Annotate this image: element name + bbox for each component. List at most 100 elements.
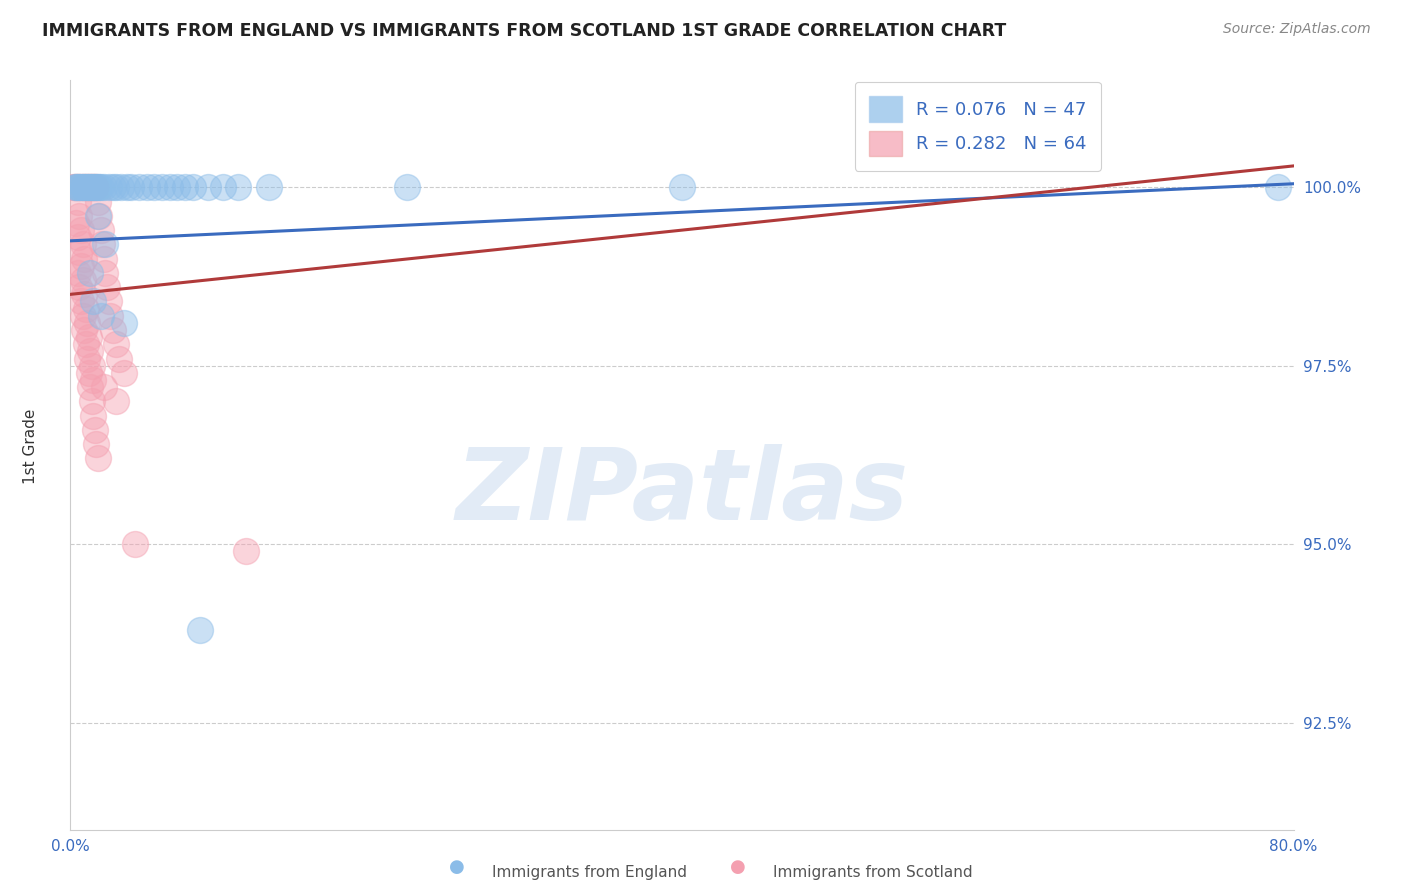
Point [76,316,98,330]
Point [83,180,105,194]
Point [73,180,96,194]
Point [91,237,114,252]
Point [66,180,89,194]
Point [76,351,98,366]
Point [188,623,211,637]
Point [108,351,131,366]
Point [79,266,101,280]
Point [73,252,96,266]
Point [70,180,93,194]
Point [93,380,115,394]
Point [75,180,97,194]
Point [73,323,96,337]
Point [80,359,103,373]
Point [87,451,110,466]
Point [79,380,101,394]
Point [228,180,250,194]
Point [212,180,235,194]
Point [87,209,110,223]
Point [128,180,150,194]
Point [105,180,128,194]
Point [84,437,107,451]
Point [98,309,121,323]
Point [97,180,120,194]
Point [101,180,124,194]
Point [66,266,89,280]
Text: Source: ZipAtlas.com: Source: ZipAtlas.com [1223,22,1371,37]
Point [75,301,97,316]
Point [77,180,100,194]
Point [94,237,117,252]
Point [72,309,94,323]
Point [73,180,96,194]
Point [76,180,98,194]
Point [76,180,98,194]
Point [87,194,110,209]
Point [124,537,146,551]
Point [70,180,93,194]
Point [89,180,111,194]
Point [65,180,87,194]
Point [84,180,107,194]
Point [90,223,112,237]
Point [166,180,188,194]
Point [80,180,103,194]
Point [79,180,101,194]
Point [69,280,91,294]
Point [84,180,107,194]
Text: ZIPatlas: ZIPatlas [456,444,908,541]
Point [69,244,91,259]
Point [101,323,124,337]
Point [150,180,173,194]
Point [97,294,120,309]
Point [1267,180,1289,194]
Point [66,230,89,244]
Point [77,330,100,344]
Point [121,180,143,194]
Point [62,180,84,194]
Point [93,180,115,194]
Point [89,209,111,223]
Point [82,180,104,194]
Point [79,344,101,359]
Point [135,180,157,194]
Legend: R = 0.076   N = 47, R = 0.282   N = 64: R = 0.076 N = 47, R = 0.282 N = 64 [855,82,1101,171]
Text: 1st Grade: 1st Grade [24,409,38,483]
Point [257,180,280,194]
Point [87,180,110,194]
Point [70,223,93,237]
Point [112,366,135,380]
Point [105,337,128,351]
Point [143,180,166,194]
Text: ●: ● [449,858,465,876]
Point [66,180,89,194]
Point [82,294,104,309]
Point [72,180,94,194]
Point [115,180,138,194]
Point [174,180,197,194]
Point [65,180,87,194]
Point [82,180,104,194]
Point [79,180,101,194]
Point [395,180,418,194]
Point [82,409,104,423]
Text: Immigrants from Scotland: Immigrants from Scotland [773,865,973,880]
Point [70,294,93,309]
Point [66,194,89,209]
Point [90,309,112,323]
Point [671,180,693,194]
Point [75,180,97,194]
Point [83,423,105,437]
Point [72,180,94,194]
Text: ●: ● [730,858,747,876]
Point [70,259,93,273]
Point [77,366,100,380]
Point [83,180,105,194]
Point [75,337,97,351]
Point [93,252,115,266]
Point [77,180,100,194]
Point [105,394,128,409]
Point [80,394,103,409]
Point [65,216,87,230]
Point [80,180,103,194]
